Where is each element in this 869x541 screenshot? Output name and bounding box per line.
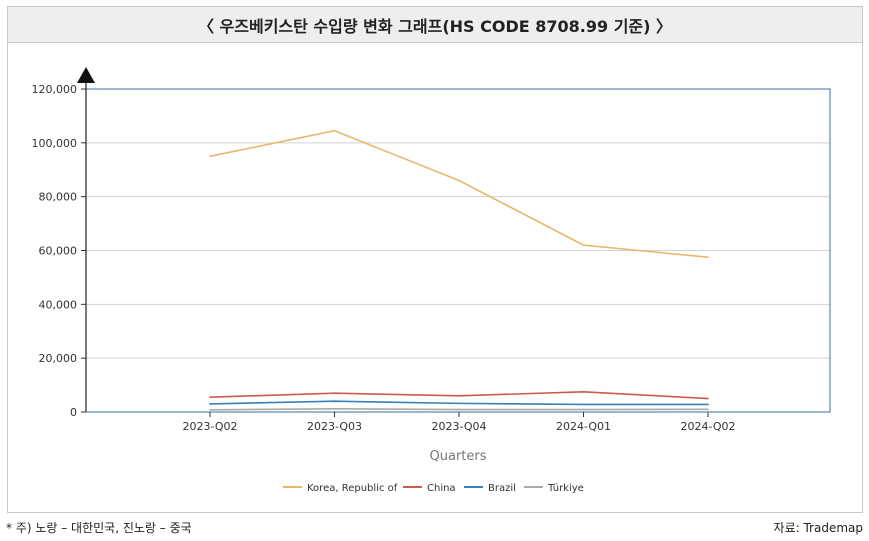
y-axis-arrow-icon (77, 67, 95, 83)
x-tick-label: 2023-Q03 (307, 420, 362, 433)
data-point (582, 391, 585, 393)
data-point (333, 129, 336, 132)
data-point (458, 179, 460, 182)
y-tick-label: 20,000 (39, 352, 78, 365)
x-tick-label: 2024-Q01 (556, 420, 611, 433)
data-point (209, 409, 211, 411)
tick-labels: 0 20,000 40,000 60,000 80,000 100,000 120,000 2… (32, 83, 736, 464)
legend-label: Korea, Republic of (307, 483, 398, 494)
data-point (707, 397, 709, 400)
x-tick-label: 2023-Q02 (182, 420, 237, 433)
data-point (707, 256, 709, 259)
series-lines (209, 129, 709, 411)
data-point (582, 408, 585, 411)
x-tick-label: 2024-Q02 (680, 420, 735, 433)
y-tick-label: 0 (70, 406, 77, 419)
data-point (707, 403, 709, 406)
y-tick-label: 40,000 (39, 298, 78, 311)
data-point (209, 396, 211, 398)
data-point (458, 402, 460, 405)
series-line (209, 129, 709, 259)
data-point (707, 408, 709, 411)
y-tick-label: 100,000 (32, 137, 78, 150)
data-point (209, 155, 211, 158)
data-point (209, 403, 211, 405)
footnote: * 주) 노랑 – 대한민국, 진노랑 – 중국 (6, 521, 192, 535)
data-point (582, 244, 585, 246)
data-point (333, 407, 336, 410)
y-tick-label: 60,000 (39, 245, 78, 258)
data-point (458, 395, 460, 397)
source-note: 자료: Trademap (773, 521, 863, 535)
y-tick-label: 120,000 (32, 83, 78, 96)
chart-frame: 〈 우즈베키스탄 수입량 변화 그래프(HS CODE 8708.99 기준) … (7, 6, 863, 513)
data-point (582, 403, 585, 406)
legend-label: Brazil (488, 483, 516, 494)
gridlines (86, 142, 830, 359)
data-point (333, 400, 336, 403)
y-tick-label: 80,000 (39, 191, 78, 204)
x-axis-title: Quarters (430, 449, 487, 464)
chart-title: 〈 우즈베키스탄 수입량 변화 그래프(HS CODE 8708.99 기준) … (8, 7, 862, 43)
legend-label: China (427, 483, 456, 494)
data-point (333, 392, 336, 394)
x-tick-label: 2023-Q04 (431, 420, 486, 433)
legend-label: Türkiye (547, 483, 584, 494)
legend: Korea, Republic of China Brazil Türkiye (283, 483, 584, 494)
axes (77, 67, 831, 417)
data-point (458, 408, 460, 411)
